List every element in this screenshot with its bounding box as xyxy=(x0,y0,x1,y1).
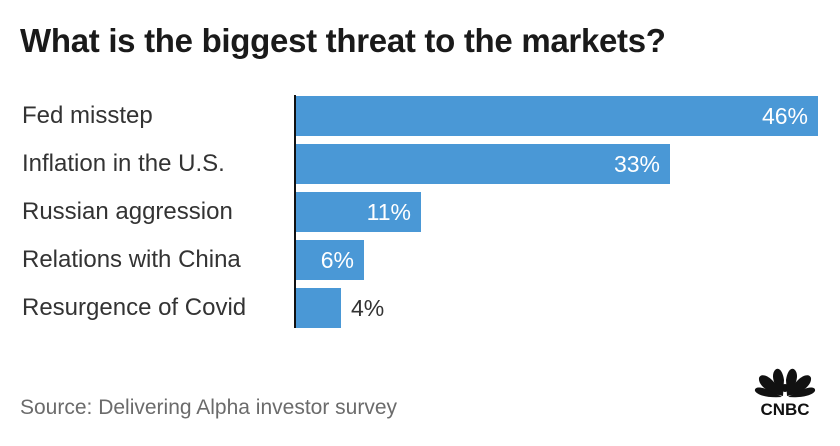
value-label: 11% xyxy=(366,199,411,225)
bar xyxy=(296,192,421,232)
peacock-icon xyxy=(754,368,816,398)
category-label: Relations with China xyxy=(22,246,241,273)
value-label: 6% xyxy=(320,247,354,273)
cnbc-logo: CNBC xyxy=(754,368,816,419)
value-label: 4% xyxy=(351,295,385,321)
value-label: 33% xyxy=(613,151,660,177)
logo-text: CNBC xyxy=(760,400,809,419)
bar xyxy=(296,288,341,328)
chart-title: What is the biggest threat to the market… xyxy=(20,22,666,59)
category-label: Inflation in the U.S. xyxy=(22,150,225,177)
category-label: Fed misstep xyxy=(22,102,153,129)
bar xyxy=(296,240,364,280)
source-note: Source: Delivering Alpha investor survey xyxy=(20,396,398,419)
bar xyxy=(296,144,670,184)
bar xyxy=(296,96,818,136)
y-axis-line xyxy=(294,95,296,328)
category-label: Russian aggression xyxy=(22,198,233,225)
category-label: Resurgence of Covid xyxy=(22,294,247,321)
value-label: 46% xyxy=(761,103,808,129)
